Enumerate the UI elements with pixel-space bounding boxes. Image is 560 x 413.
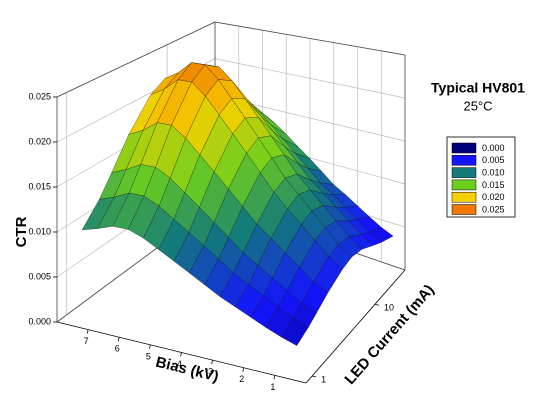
- x-tick: [211, 360, 214, 365]
- x-tick-label: 1: [270, 382, 275, 392]
- x-tick: [117, 337, 120, 342]
- z-tick-label: 0.025: [28, 91, 51, 101]
- z-tick-label: 0.000: [28, 316, 51, 326]
- x-tick: [242, 367, 245, 372]
- y-axis-title: LED Current (mA): [341, 281, 437, 388]
- legend-swatch: [451, 142, 477, 154]
- legend-swatch: [451, 167, 477, 178]
- y-tick-label: 1: [321, 374, 326, 384]
- x-tick-label: 4: [177, 359, 182, 369]
- x-tick: [180, 352, 182, 357]
- y-axis-line: [305, 269, 406, 384]
- legend-swatch: [451, 179, 477, 191]
- x-tick: [86, 329, 89, 334]
- x-tick-label: 7: [84, 336, 89, 346]
- y-tick: [374, 303, 380, 306]
- chart-subtitle: 25°C: [463, 98, 492, 113]
- box-edge: [56, 21, 216, 98]
- y-tick-label: 10: [384, 303, 394, 313]
- legend-label: 0.005: [482, 155, 505, 165]
- chart-title: Typical HV801: [431, 80, 525, 96]
- legend-label: 0.020: [482, 192, 505, 202]
- x-tick-label: 3: [208, 367, 213, 377]
- x-tick-label: 5: [146, 351, 151, 361]
- legend-label: 0.010: [482, 167, 505, 177]
- z-tick-label: 0.005: [28, 271, 51, 281]
- x-tick-label: 6: [115, 344, 120, 354]
- legend-label: 0.000: [482, 143, 505, 153]
- surface-cell: [281, 317, 309, 346]
- legend-swatch: [451, 155, 477, 166]
- y-tick: [311, 375, 317, 378]
- legend-label: 0.015: [482, 180, 505, 190]
- z-tick-label: 0.020: [28, 136, 51, 146]
- x-tick: [273, 375, 276, 380]
- x-tick-label: 2: [239, 374, 244, 384]
- legend-label: 0.025: [482, 204, 505, 214]
- legend-swatch: [451, 204, 477, 215]
- x-tick: [148, 344, 151, 349]
- z-axis-title: CTR: [13, 216, 30, 247]
- z-tick-label: 0.015: [28, 181, 51, 191]
- box-edge: [214, 21, 406, 56]
- z-tick-label: 0.010: [28, 226, 51, 236]
- legend-swatch: [451, 191, 477, 203]
- x-axis-line: [56, 321, 307, 384]
